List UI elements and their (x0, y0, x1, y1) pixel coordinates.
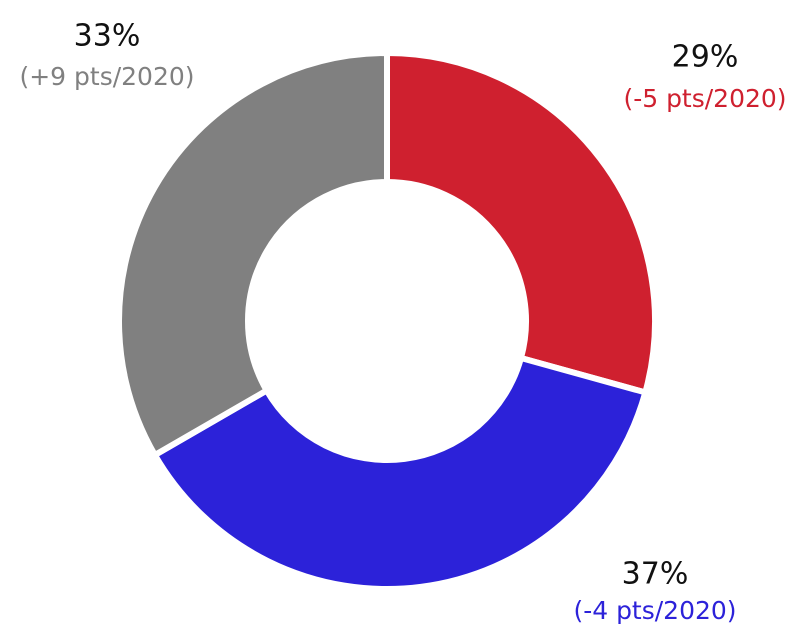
slice (150, 354, 650, 592)
slice (384, 49, 658, 397)
annotation: (-4 pts/2020) (573, 596, 736, 625)
value-label: 33% (74, 19, 141, 54)
value-label: 37% (622, 557, 689, 592)
annotation: (+9 pts/2020) (19, 62, 194, 91)
slice (116, 49, 390, 460)
annotation: (-5 pts/2020) (623, 84, 786, 113)
value-label: 29% (672, 40, 739, 75)
